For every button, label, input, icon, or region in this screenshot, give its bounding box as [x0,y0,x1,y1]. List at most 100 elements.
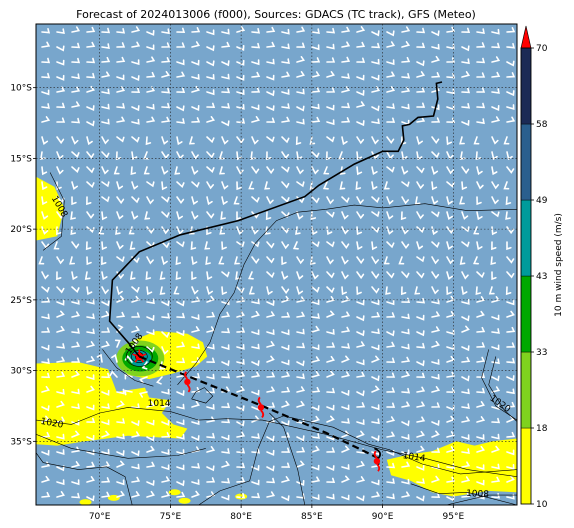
wind-barb [401,401,411,408]
wind-barb [146,44,155,51]
wind-barb [145,271,152,281]
wind-barb [506,357,516,364]
wind-barb [161,476,171,483]
wind-barb [191,286,199,295]
wind-barb [266,166,275,175]
wind-barb [491,476,501,483]
wind-barb [341,136,348,146]
wind-barb [41,241,50,249]
wind-barb [114,339,121,348]
wind-barb [145,136,152,146]
wind-barb [206,181,214,190]
wind-barb [235,271,241,280]
wind-barb [341,196,350,204]
wind-barb [191,400,200,408]
wind-barb [461,434,470,441]
wind-barb [475,151,482,161]
colorbar-tick-label: 43 [536,272,547,282]
wind-barb [506,431,516,438]
wind-barb [386,241,395,249]
wind-barb [146,445,155,453]
wind-barb [130,166,137,176]
wind-barb [161,256,168,266]
wind-barb [401,26,411,33]
wind-barb [431,241,440,249]
wind-barb [146,329,155,336]
wind-barb [416,166,425,174]
wind-barb [326,256,334,265]
wind-barb [461,27,471,34]
wind-barb [431,447,441,453]
wind-barb [86,286,93,296]
wind-barb [236,74,245,81]
wind-barb [356,74,365,81]
wind-barb [296,42,306,48]
isobar-line-5 [481,349,517,421]
wind-barb [266,341,275,348]
wind-barb [281,462,291,468]
wind-barb [281,226,290,234]
wind-barb [175,256,181,266]
wind-barb [116,56,126,63]
wind-barb [416,226,425,234]
wind-barb [311,241,320,248]
wind-barb [188,136,195,145]
wind-barb [86,26,96,33]
colorbar-segment [520,351,532,429]
wind-barb [265,226,271,235]
wind-barb [371,479,380,486]
wind-barb [236,59,245,66]
wind-barb [191,74,200,80]
wind-barb [431,166,439,175]
wind-barb [56,181,62,191]
wind-barb [371,241,378,251]
lon-tick-label: 95°E [443,512,465,522]
wind-barb [416,102,426,108]
wind-barb [176,300,185,307]
wind-barb [476,342,486,348]
wind-barb [56,286,65,294]
wind-barb [84,271,91,280]
wind-barb [356,57,366,63]
wind-barb [416,342,426,349]
wind-barb [41,116,51,123]
wind-barb [296,480,305,486]
wind-barb [191,256,198,266]
wind-barb [161,491,171,498]
wind-barb [116,490,126,498]
wind-barb [281,359,290,366]
wind-barb [386,299,395,306]
wind-barb [431,374,440,380]
wind-barb [416,495,425,502]
wind-barb [146,435,155,442]
wind-barb [176,419,185,426]
wind-barb [341,371,351,378]
wind-barb [206,311,216,318]
wind-barb [161,57,171,63]
wind-barb [476,271,485,279]
wind-barb [491,445,500,453]
wind-barb [311,371,320,378]
wind-barb [101,310,110,318]
wind-barb [131,450,140,457]
wind-barb [491,433,500,440]
wind-barb [191,59,200,66]
wind-barb [326,465,335,471]
wind-barb [218,256,225,265]
wind-barb [251,104,260,111]
wind-barb [476,196,482,206]
wind-barb [251,196,260,203]
wind-barb [86,449,95,456]
wind-barb [356,286,362,296]
wind-barb [386,402,396,408]
wind-barb [311,103,320,110]
wind-barb [398,256,405,265]
wind-barb [371,299,380,306]
wind-barb [116,433,125,440]
wind-barb [386,226,394,235]
wind-barb [251,479,260,486]
wind-barb [206,45,215,52]
wind-barb [356,390,365,397]
wind-barb [71,196,77,206]
wind-barb [401,371,411,378]
